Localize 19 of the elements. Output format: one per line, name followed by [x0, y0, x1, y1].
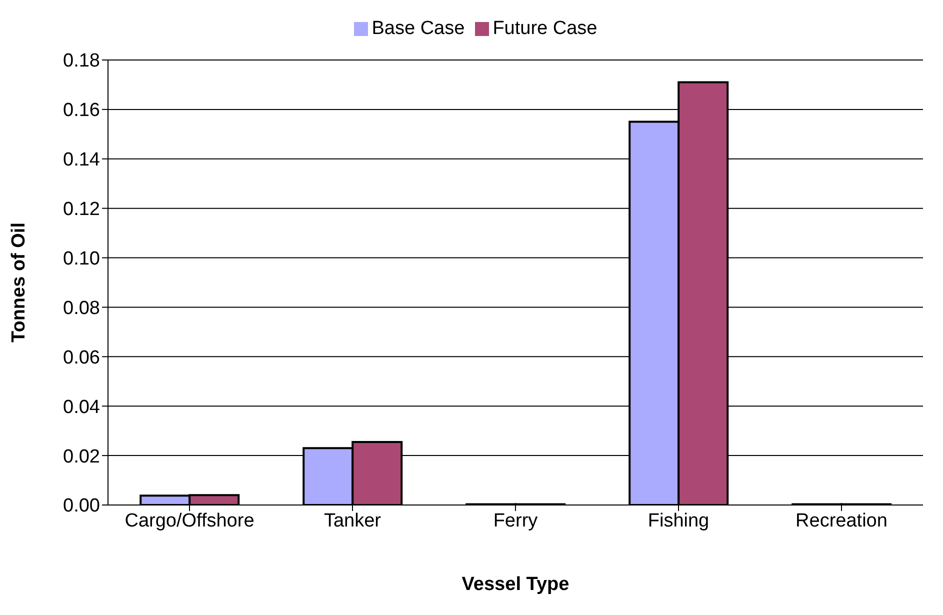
- y-tick-label: 0.12: [63, 199, 100, 220]
- legend-label: Base Case: [372, 18, 465, 39]
- x-tick-label: Recreation: [796, 510, 888, 532]
- x-tick-label: Fishing: [648, 510, 710, 532]
- y-tick-label: 0.04: [63, 396, 100, 418]
- y-tick-label: 0.06: [63, 347, 100, 368]
- y-tick-label: 0.16: [63, 100, 100, 122]
- y-tick-label: 0.10: [63, 248, 100, 270]
- legend-label: Future Case: [492, 18, 598, 39]
- y-tick-label: 0.02: [63, 446, 100, 468]
- y-tick-label: 0.14: [63, 150, 100, 171]
- y-axis-title: Tonnes of Oil: [8, 222, 30, 342]
- x-tick-label: Tanker: [324, 510, 382, 532]
- x-tick-label: Cargo/Offshore: [124, 510, 254, 532]
- y-tick-label: 0.00: [63, 496, 100, 517]
- y-tick-label: 0.08: [63, 298, 100, 319]
- x-axis-title: Vessel Type: [462, 574, 570, 595]
- y-tick-label: 0.18: [63, 50, 100, 72]
- x-tick-label: Ferry: [493, 510, 538, 532]
